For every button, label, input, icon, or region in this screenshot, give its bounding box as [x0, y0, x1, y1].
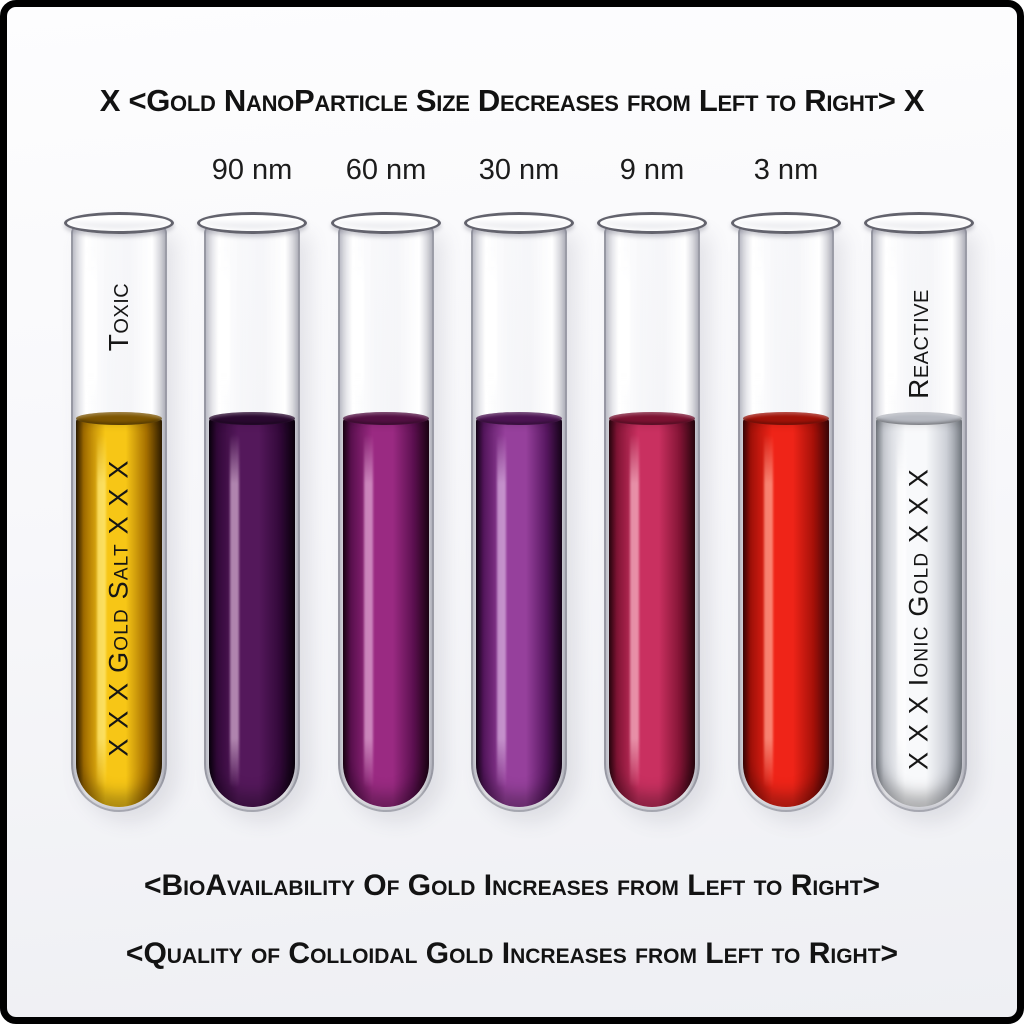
tube-glass-body: [471, 225, 567, 812]
tube-glass-body: [738, 225, 834, 812]
test-tube-3nm: 3 nm: [731, 154, 841, 812]
diagram-title: X <Gold NanoParticle Size Decreases from…: [99, 83, 925, 118]
tube-liquid: [743, 412, 829, 807]
tube-rim: [64, 212, 174, 234]
tube-rim: [197, 212, 307, 234]
glass-reflection: [751, 247, 764, 407]
glass-reflection: [617, 247, 630, 407]
liquid-label: X X X Gold Salt X X X: [103, 459, 134, 757]
tube-rim: [864, 212, 974, 234]
glass-reflection: [217, 247, 230, 407]
glass-reflection: [484, 247, 497, 407]
size-label: 60 nm: [345, 154, 427, 186]
tube-liquid: [209, 412, 295, 807]
tube-liquid: [609, 412, 695, 807]
test-tube-90nm: 90 nm: [197, 154, 307, 812]
test-tube-60nm: 60 nm: [331, 154, 441, 812]
tube-glass-body: [338, 225, 434, 812]
size-label: 3 nm: [753, 154, 819, 186]
size-label: 30 nm: [478, 154, 560, 186]
liquid-label: X X X Ionic Gold X X X: [903, 467, 934, 771]
tube-rim: [731, 212, 841, 234]
tube-glass-body: [604, 225, 700, 812]
caption-bioavailability: <BioAvailability Of Gold Increases from …: [143, 869, 881, 902]
tube-liquid: [343, 412, 429, 807]
caption-quality: <Quality of Colloidal Gold Increases fro…: [125, 937, 899, 970]
tube-rim: [597, 212, 707, 234]
tube-rim: [331, 212, 441, 234]
tube-glass-body: [71, 225, 167, 812]
glass-label: Reactive: [903, 289, 934, 399]
glass-reflection: [84, 247, 97, 407]
test-tube-gold-salt: Toxic X X X Gold Salt X X X: [64, 212, 174, 812]
glass-reflection: [351, 247, 364, 407]
tube-rim: [464, 212, 574, 234]
tube-liquid: [76, 412, 162, 807]
test-tube-ionic-gold: Reactive X X X Ionic Gold X X X: [864, 212, 974, 812]
size-label: 9 nm: [619, 154, 685, 186]
test-tube-9nm: 9 nm: [597, 154, 707, 812]
glass-label: Toxic: [103, 282, 134, 352]
glass-reflection: [884, 247, 897, 407]
test-tube-30nm: 30 nm: [464, 154, 574, 812]
tube-liquid: [876, 412, 962, 807]
tube-glass-body: [871, 225, 967, 812]
tube-liquid: [476, 412, 562, 807]
size-label: 90 nm: [211, 154, 293, 186]
tube-glass-body: [204, 225, 300, 812]
